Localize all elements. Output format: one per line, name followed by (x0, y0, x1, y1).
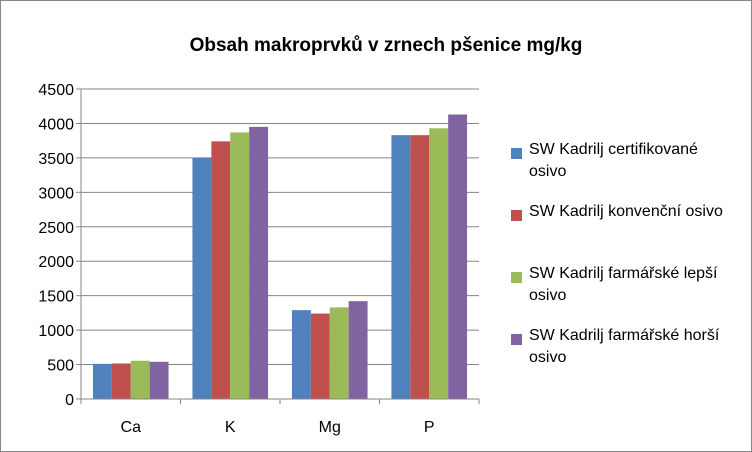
bar (410, 135, 430, 399)
y-tick-label: 500 (47, 358, 74, 375)
bar (149, 361, 169, 399)
x-tick-label: P (424, 419, 435, 436)
bar (291, 310, 311, 399)
bar (429, 128, 449, 399)
x-tick-label: Ca (121, 419, 142, 436)
chart-title: Obsah makroprvků v zrnech pšenice mg/kg (189, 35, 583, 56)
y-tick-label: 2500 (38, 220, 74, 237)
legend-label: SW Kadrilj konvenční osivo (529, 203, 723, 220)
bar (111, 363, 131, 399)
bar (130, 360, 150, 399)
bar (329, 307, 349, 399)
y-tick-label: 2000 (38, 254, 74, 271)
y-tick-label: 1500 (38, 289, 74, 306)
bar (249, 126, 269, 399)
bar (448, 114, 468, 399)
legend-item: SW Kadrilj konvenční osivo (511, 201, 746, 263)
bar (230, 132, 250, 399)
legend-item: SW Kadrilj certifikované osivo (511, 139, 746, 201)
legend-label: SW Kadrilj farmářské horší osivo (529, 327, 720, 366)
y-tick-label: 3000 (38, 185, 74, 202)
x-tick-label: K (225, 419, 236, 436)
bar (92, 363, 112, 399)
legend-label: SW Kadrilj farmářské lepší osivo (529, 265, 718, 304)
legend-swatch (511, 210, 522, 221)
bar (348, 301, 368, 399)
legend-item: SW Kadrilj farmářské horší osivo (511, 325, 746, 387)
legend-item: SW Kadrilj farmářské lepší osivo (511, 263, 746, 325)
x-tick-label: Mg (319, 419, 341, 436)
legend-swatch (511, 334, 522, 345)
bar (211, 141, 231, 399)
legend-label: SW Kadrilj certifikované osivo (529, 141, 698, 180)
y-tick-label: 3500 (38, 151, 74, 168)
y-tick-label: 0 (65, 392, 74, 409)
legend-swatch (511, 272, 522, 283)
y-tick-label: 4000 (38, 116, 74, 133)
y-tick-label: 1000 (38, 323, 74, 340)
bar (391, 135, 411, 399)
y-tick-label: 4500 (38, 82, 74, 99)
legend-swatch (511, 148, 522, 159)
legend: SW Kadrilj certifikované osivo SW Kadril… (511, 139, 746, 387)
bar (192, 157, 212, 399)
bar (310, 313, 330, 399)
